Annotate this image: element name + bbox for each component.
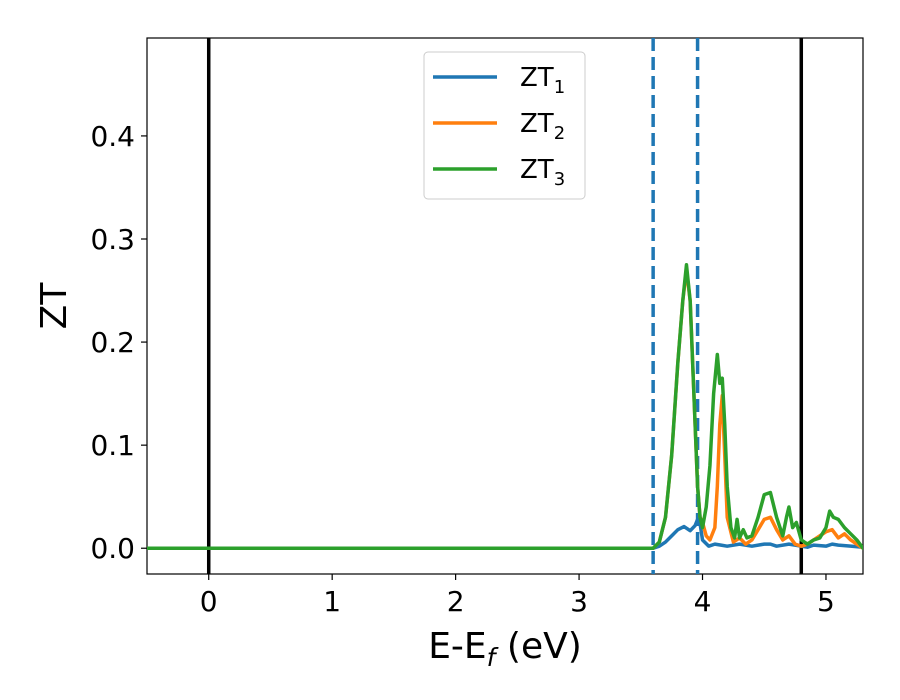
x-tick-label: 1 xyxy=(323,585,341,618)
y-axis-label: ZT xyxy=(34,282,75,330)
x-axis-label: E-Ef (eV) xyxy=(428,626,582,672)
y-axis-ticks: 0.0 0.1 0.2 0.3 0.4 xyxy=(90,120,147,565)
x-tick-label: 0 xyxy=(200,585,218,618)
series-lines xyxy=(147,263,863,550)
x-label-main: E-E xyxy=(428,626,486,667)
legend-label-zt1: ZT1 xyxy=(520,63,565,98)
y-tick-label: 0.3 xyxy=(90,223,135,256)
y-tick-label: 0.4 xyxy=(90,120,135,153)
series-line-zt2 xyxy=(147,268,863,550)
x-tick-label: 4 xyxy=(694,585,712,618)
x-tick-label: 5 xyxy=(817,585,835,618)
y-tick-label: 0.1 xyxy=(90,429,135,462)
plot-area-frame xyxy=(146,37,864,575)
y-tick-label: 0.0 xyxy=(90,532,135,565)
x-axis-ticks: 0 1 2 3 4 5 xyxy=(200,574,835,618)
legend: ZT1 ZT2 ZT3 xyxy=(423,51,586,200)
legend-box xyxy=(423,51,586,200)
series-line-zt3 xyxy=(147,263,863,550)
legend-label-zt2: ZT2 xyxy=(520,109,565,144)
x-label-unit: (eV) xyxy=(495,626,581,667)
x-tick-label: 2 xyxy=(447,585,465,618)
series-line-zt1 xyxy=(147,517,863,550)
x-tick-label: 3 xyxy=(570,585,588,618)
y-tick-label: 0.2 xyxy=(90,326,135,359)
legend-label-zt3: ZT3 xyxy=(520,155,565,190)
